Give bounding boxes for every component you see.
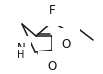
Text: O: O bbox=[47, 61, 57, 73]
Text: H: H bbox=[17, 50, 25, 60]
Text: F: F bbox=[49, 3, 55, 17]
Text: O: O bbox=[61, 38, 71, 50]
Text: N: N bbox=[17, 42, 25, 54]
